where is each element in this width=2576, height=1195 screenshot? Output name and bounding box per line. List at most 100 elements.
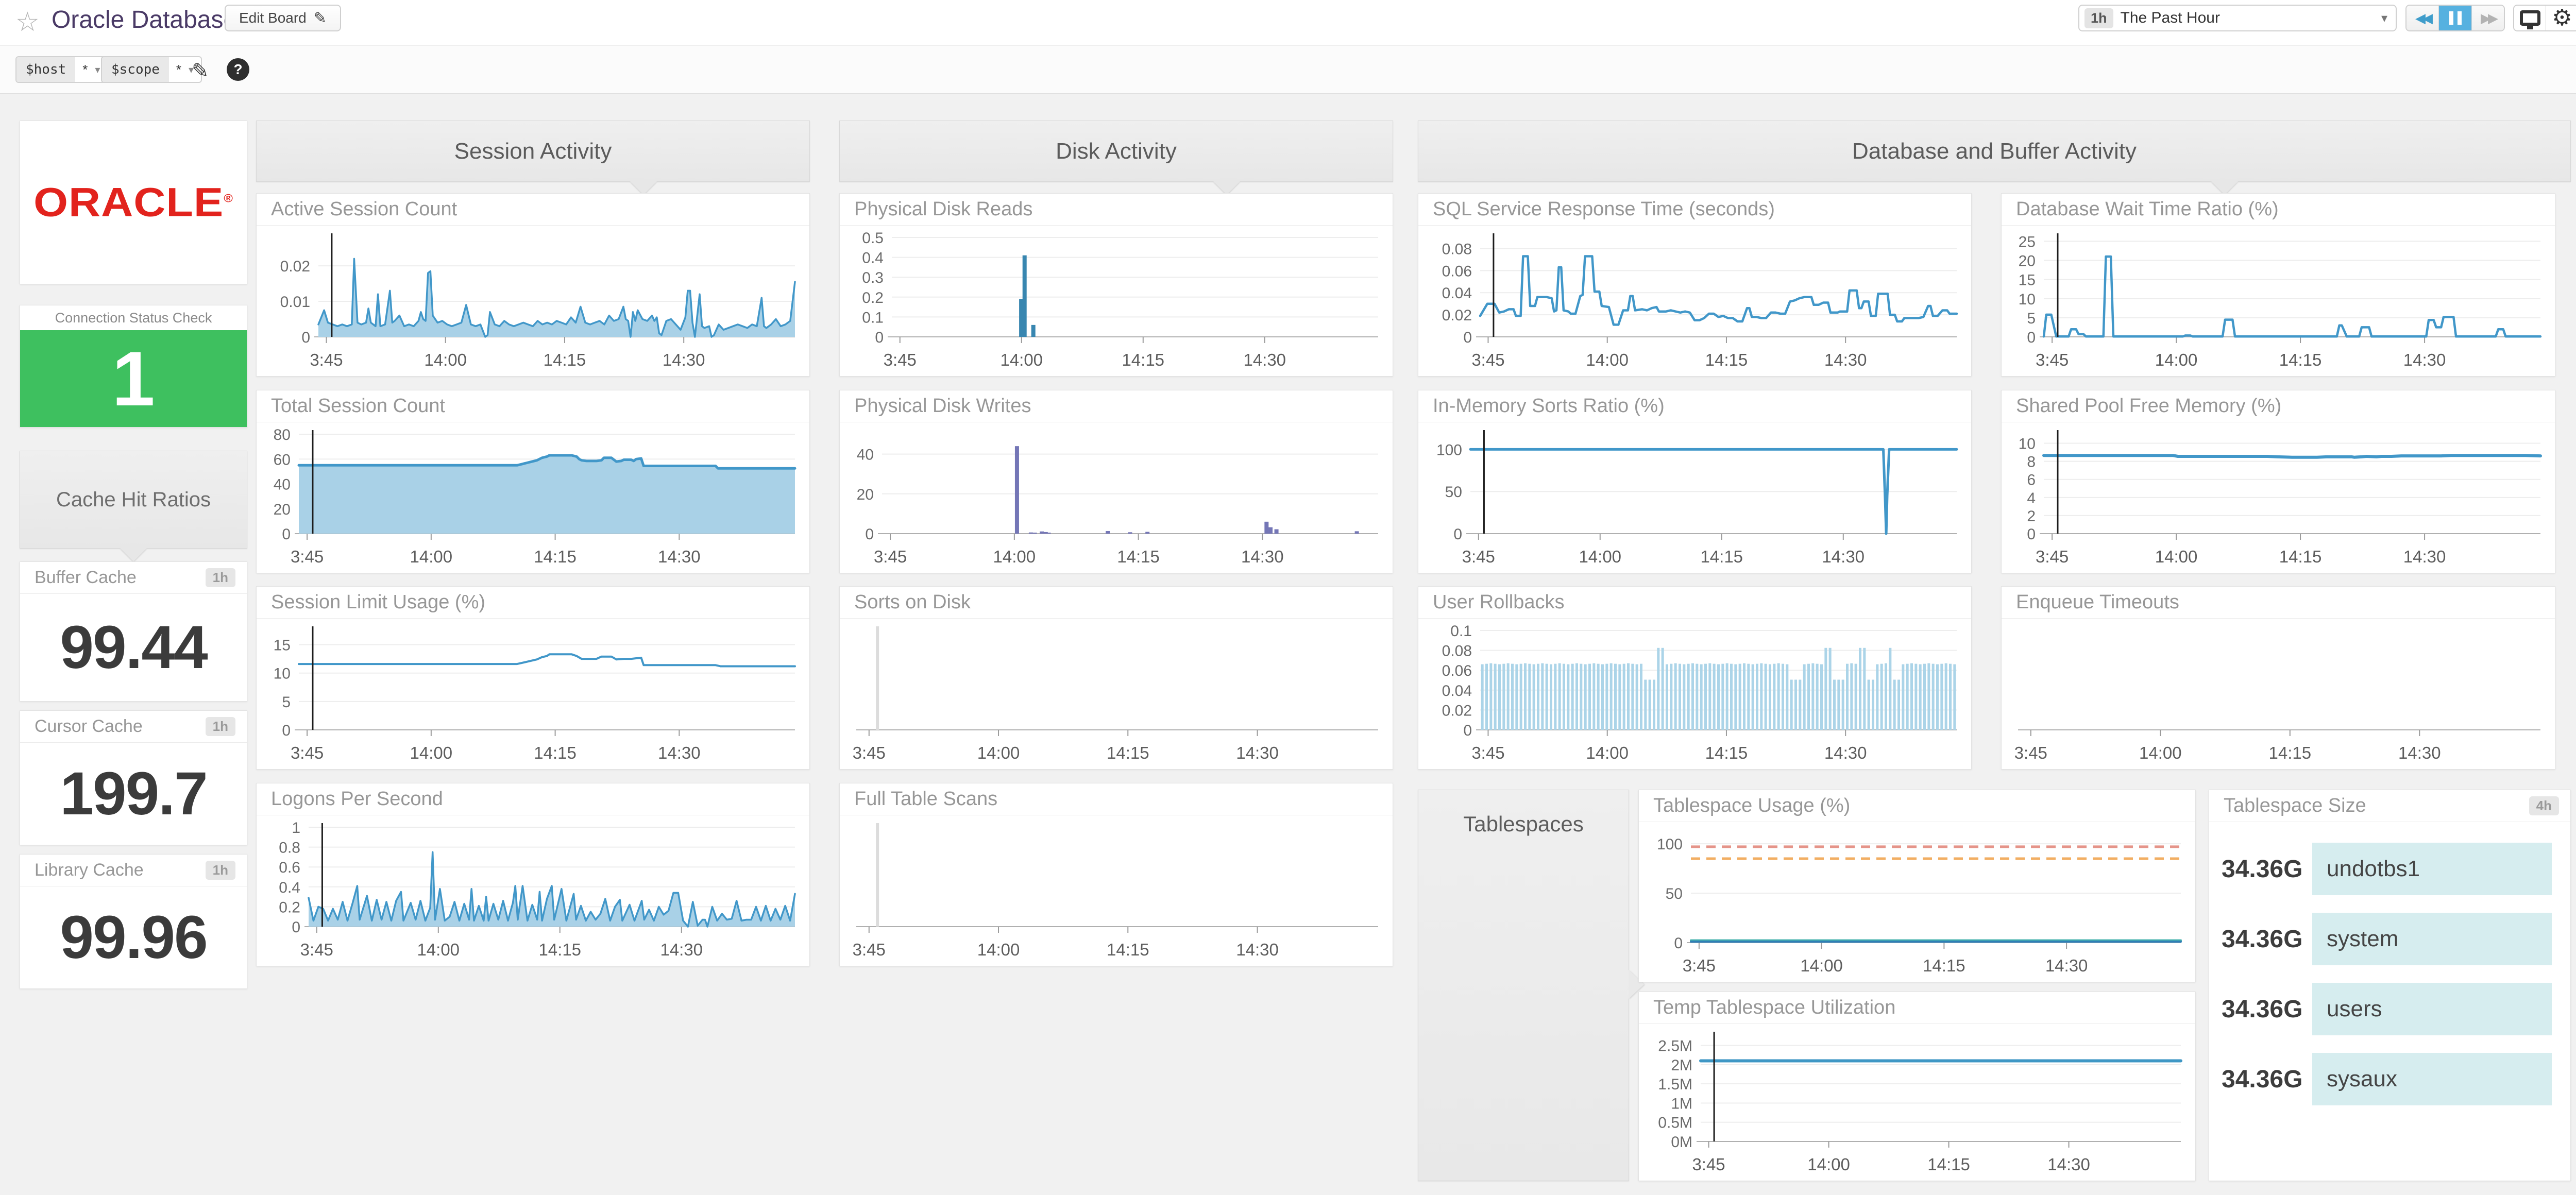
chart-title: Total Session Count — [271, 395, 445, 417]
chart-title: Tablespace Usage (%) — [1653, 795, 1851, 816]
monitor-icon — [2519, 10, 2540, 29]
svg-text:10: 10 — [274, 665, 291, 682]
chart-physical-disk-reads[interactable]: Physical Disk Reads 0 0.1 0.2 0.3 0.4 0.5 3:45 1… — [839, 193, 1393, 377]
chart-logons-per-second[interactable]: Logons Per Second 0 0.2 0.4 0.6 0.8 1 3:45 14:00… — [256, 783, 810, 966]
svg-text:0.3: 0.3 — [862, 269, 884, 286]
pencil-icon: ✎ — [313, 9, 327, 27]
svg-text:14:00: 14:00 — [977, 743, 1020, 762]
svg-text:3:45: 3:45 — [853, 940, 886, 959]
svg-text:3:45: 3:45 — [291, 743, 324, 762]
rewind-button[interactable]: ◀◀ — [2406, 6, 2439, 30]
plot-area: 3:45 14:00 14:15 14:30 — [2002, 619, 2555, 769]
svg-text:14:30: 14:30 — [2045, 956, 2088, 975]
query-value-library-cache[interactable]: Library Cache 1h 99.96 — [20, 854, 247, 989]
oracle-logo-card: ORACLE® — [20, 121, 247, 284]
group-header-cache-hit-ratios: Cache Hit Ratios — [20, 451, 247, 549]
chart-tablespace-usage[interactable]: Tablespace Usage (%) 0 50 100 3:45 14:00 14:15… — [1638, 790, 2196, 982]
settings-button[interactable]: ⚙ — [2546, 6, 2576, 30]
presentation-mode-button[interactable] — [2514, 6, 2546, 30]
scope-variable-select[interactable]: $scope * ▾ — [101, 56, 202, 83]
svg-text:14:30: 14:30 — [1241, 547, 1284, 566]
chart-session-limit-usage[interactable]: Session Limit Usage (%) 0 5 10 15 3:45 14:00 14… — [256, 586, 810, 770]
chart-sql-service-response-time[interactable]: SQL Service Response Time (seconds) 0 0.02… — [1418, 193, 1972, 377]
svg-text:14:00: 14:00 — [2155, 350, 2198, 369]
svg-text:14:15: 14:15 — [1117, 547, 1160, 566]
chart-title: In-Memory Sorts Ratio (%) — [1433, 395, 1665, 417]
svg-text:50: 50 — [1666, 885, 1683, 902]
chart-title: Active Session Count — [271, 198, 457, 220]
svg-text:3:45: 3:45 — [300, 940, 333, 959]
svg-text:3:45: 3:45 — [2036, 350, 2069, 369]
toplist-row: 34.36G undotbs1 — [2222, 843, 2552, 895]
svg-text:0: 0 — [301, 329, 310, 346]
timeframe-select[interactable]: 1h The Past Hour ▾ — [2078, 5, 2397, 31]
chart-temp-tablespace-utilization[interactable]: Temp Tablespace Utilization 0M 0.5M 1M 1.5M 2… — [1638, 992, 2196, 1181]
svg-text:3:45: 3:45 — [291, 547, 324, 566]
svg-text:14:00: 14:00 — [2155, 547, 2198, 566]
svg-text:14:00: 14:00 — [1807, 1155, 1850, 1174]
chart-physical-disk-writes[interactable]: Physical Disk Writes 0 20 40 3:45 14:00 14:15 1… — [839, 390, 1393, 573]
chart-full-table-scans[interactable]: Full Table Scans 3:45 14:00 14:15 14:30 — [839, 783, 1393, 966]
chart-sorts-on-disk[interactable]: Sorts on Disk 3:45 14:00 14:15 14:30 — [839, 586, 1393, 770]
plot-area: 0 20 40 60 80 3:45 14:00 14:15 14:30 — [257, 423, 809, 573]
svg-text:0M: 0M — [1671, 1134, 1692, 1151]
svg-text:0: 0 — [282, 526, 291, 543]
svg-text:6: 6 — [2027, 472, 2036, 489]
oracle-logo: ORACLE® — [33, 179, 233, 225]
gear-icon: ⚙ — [2552, 5, 2572, 30]
svg-text:14:15: 14:15 — [544, 350, 586, 369]
plot-area: 0 0.02 0.04 0.06 0.08 3:45 14:00 14:15 14:30 — [1418, 226, 1971, 376]
toplist-row: 34.36G users — [2222, 983, 2552, 1035]
svg-text:1M: 1M — [1671, 1095, 1692, 1112]
host-variable-select[interactable]: $host * ▾ — [15, 56, 109, 83]
help-button[interactable]: ? — [227, 58, 249, 81]
toplist-bar: users — [2312, 983, 2552, 1035]
svg-text:14:30: 14:30 — [658, 743, 701, 762]
chart-database-wait-time-ratio[interactable]: Database Wait Time Ratio (%) 0 5 10 15 20 25 3:… — [2001, 193, 2555, 377]
svg-text:14:15: 14:15 — [1927, 1155, 1970, 1174]
chart-active-session-count[interactable]: Active Session Count 0 0.01 0.02 3:45 14:00 14… — [256, 193, 810, 377]
svg-text:0.4: 0.4 — [862, 250, 884, 267]
svg-text:0: 0 — [865, 526, 874, 543]
svg-text:0.01: 0.01 — [280, 294, 310, 311]
plot-area: 3:45 14:00 14:15 14:30 — [840, 816, 1393, 966]
chart-in-memory-sorts-ratio[interactable]: In-Memory Sorts Ratio (%) 0 50 100 3:45 14:00… — [1418, 390, 1972, 573]
svg-text:10: 10 — [2019, 291, 2036, 308]
svg-text:0.04: 0.04 — [1442, 682, 1472, 699]
chart-enqueue-timeouts[interactable]: Enqueue Timeouts 3:45 14:00 14:15 14:30 — [2001, 586, 2555, 770]
svg-text:20: 20 — [274, 501, 291, 518]
svg-text:20: 20 — [857, 486, 874, 503]
svg-text:14:30: 14:30 — [2398, 743, 2441, 762]
plot-area: 0 50 100 3:45 14:00 14:15 14:30 — [1639, 823, 2195, 982]
library-cache-value: 99.96 — [60, 903, 208, 971]
toplist-value: 34.36G — [2222, 925, 2303, 953]
svg-text:1.5M: 1.5M — [1658, 1076, 1692, 1093]
svg-text:14:00: 14:00 — [1579, 547, 1621, 566]
top-bar: ☆ Oracle Database Edit Board ✎ 1h The Pa… — [0, 0, 2576, 45]
chart-title: Enqueue Timeouts — [2016, 591, 2179, 613]
toplist-tablespace-size[interactable]: Tablespace Size 4h 34.36G undotbs1 34.36G s… — [2209, 790, 2571, 1181]
query-value-buffer-cache[interactable]: Buffer Cache 1h 99.44 — [20, 561, 247, 702]
svg-text:14:30: 14:30 — [1822, 547, 1865, 566]
svg-text:14:15: 14:15 — [1107, 940, 1149, 959]
chart-title: Shared Pool Free Memory (%) — [2016, 395, 2282, 417]
favorite-star-icon[interactable]: ☆ — [15, 7, 40, 37]
svg-text:15: 15 — [2019, 272, 2036, 289]
connection-status-widget[interactable]: Connection Status Check 1 — [20, 305, 247, 428]
edit-variables-pencil-icon[interactable]: ✎ — [192, 60, 209, 82]
chart-user-rollbacks[interactable]: User Rollbacks 0 0.02 0.04 0.06 0.08 0.1 3:45 14… — [1418, 586, 1972, 770]
svg-text:3:45: 3:45 — [1692, 1155, 1725, 1174]
query-value-cursor-cache[interactable]: Cursor Cache 1h 199.7 — [20, 710, 247, 845]
chart-title: Physical Disk Writes — [854, 395, 1031, 417]
edit-board-button[interactable]: Edit Board ✎ — [225, 5, 341, 31]
svg-text:40: 40 — [274, 476, 291, 493]
chart-shared-pool-free-memory[interactable]: Shared Pool Free Memory (%) 0 2 4 6 8 10 3:45 14… — [2001, 390, 2555, 573]
fast-forward-button[interactable]: ▶▶ — [2471, 6, 2504, 30]
chart-total-session-count[interactable]: Total Session Count 0 20 40 60 80 3:45 14:00 14:… — [256, 390, 810, 573]
host-variable-label: $host — [16, 57, 76, 82]
pause-button[interactable] — [2439, 6, 2471, 30]
svg-text:14:30: 14:30 — [1236, 940, 1279, 959]
plot-area: 0 0.1 0.2 0.3 0.4 0.5 3:45 14:00 14:15 14:30 — [840, 226, 1393, 376]
scope-variable-value: * — [176, 61, 182, 77]
group-header-disk-activity: Disk Activity — [839, 121, 1393, 182]
